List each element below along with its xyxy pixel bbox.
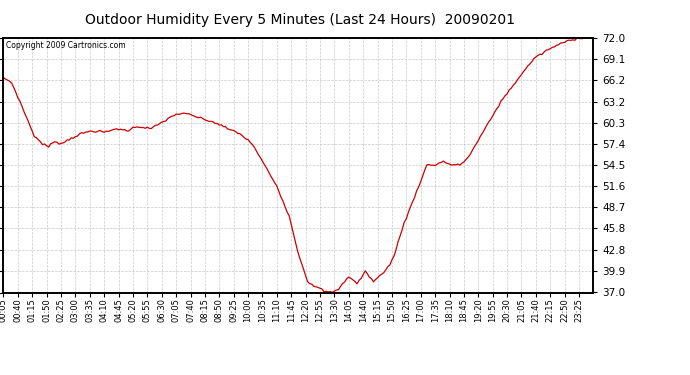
Text: Outdoor Humidity Every 5 Minutes (Last 24 Hours)  20090201: Outdoor Humidity Every 5 Minutes (Last 2… (85, 13, 515, 27)
Text: Copyright 2009 Cartronics.com: Copyright 2009 Cartronics.com (6, 41, 126, 50)
